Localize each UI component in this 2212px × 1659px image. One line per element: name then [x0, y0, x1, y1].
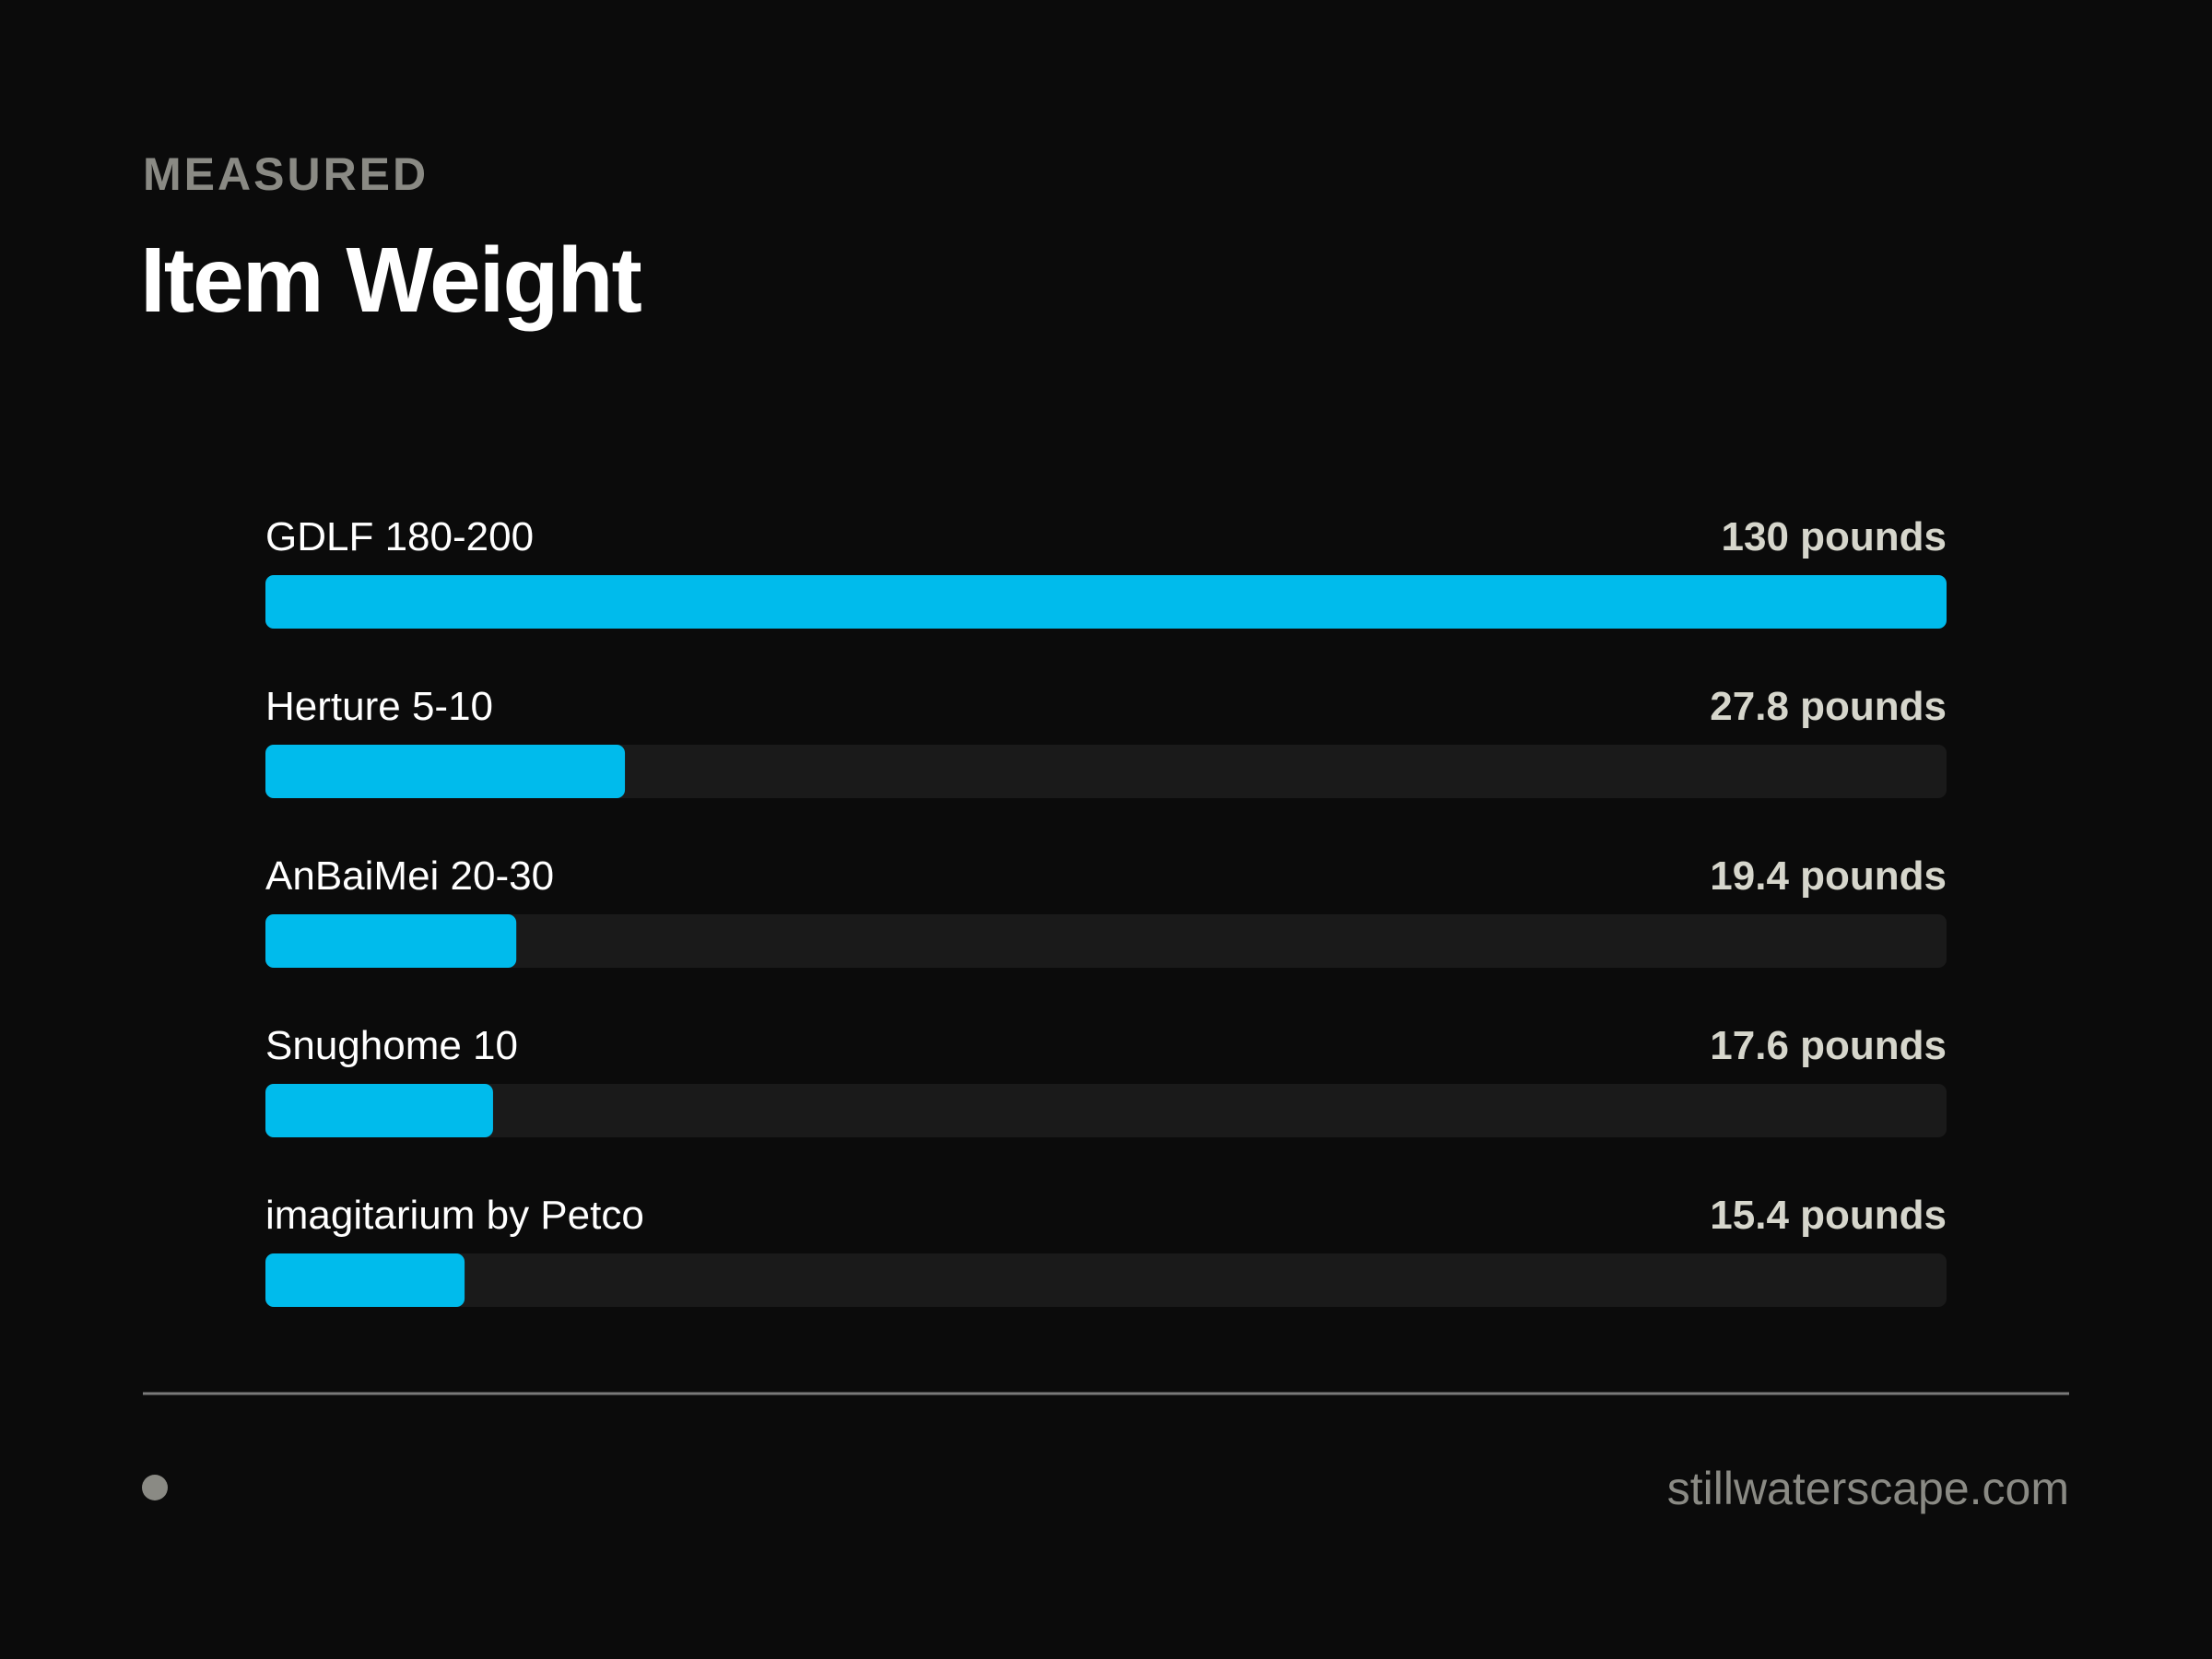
bar [265, 745, 626, 798]
footer-dot [142, 1475, 168, 1500]
category-label: GDLF 180-200 [265, 514, 534, 559]
source: stillwaterscape.com [1667, 1463, 2069, 1514]
bar [265, 575, 1947, 629]
value-label: 27.8 pounds [1710, 684, 1947, 729]
bar-track [265, 745, 1947, 798]
value-label: 15.4 pounds [1710, 1193, 1947, 1238]
bar [265, 914, 517, 968]
bar-track [265, 1253, 1947, 1307]
bar [265, 1253, 465, 1307]
bar-track [265, 914, 1947, 968]
category-label: Snughome 10 [265, 1023, 518, 1068]
category-label: imagitarium by Petco [265, 1193, 644, 1238]
value-label: 130 pounds [1722, 514, 1947, 559]
value-label: 19.4 pounds [1710, 853, 1947, 899]
category-label: Herture 5-10 [265, 684, 493, 729]
value-label: 17.6 pounds [1710, 1023, 1947, 1068]
bar [265, 1084, 493, 1137]
bar-track [265, 1084, 1947, 1137]
eyebrow: MEASURED [143, 148, 429, 200]
category-label: AnBaiMei 20-30 [265, 853, 554, 899]
chart-title: Item Weight [140, 229, 642, 332]
